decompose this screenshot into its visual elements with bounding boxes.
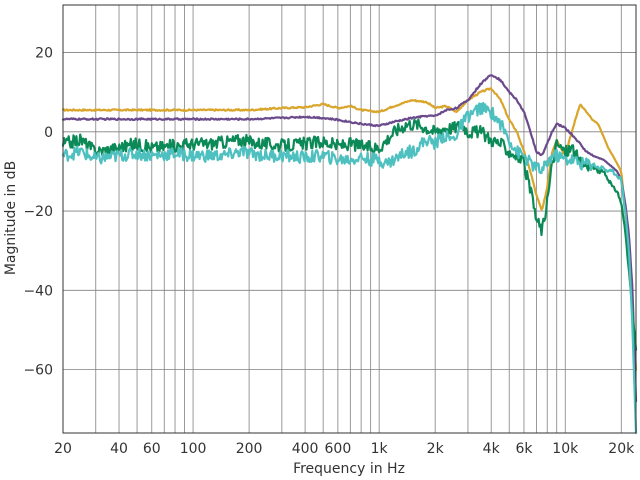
series-line-3 <box>61 118 638 351</box>
x-tick-label: 100 <box>180 441 207 457</box>
x-tick-label: 20k <box>608 441 635 457</box>
y-tick-label: −20 <box>23 204 53 220</box>
x-grid <box>62 5 622 433</box>
x-tick-label: 60 <box>143 441 161 457</box>
y-axis-title: Magnitude in dB <box>3 161 19 275</box>
x-tick-label: 600 <box>325 441 352 457</box>
x-tick-label: 20 <box>54 441 72 457</box>
x-tick-label: 200 <box>236 441 263 457</box>
y-tick-label: −40 <box>23 283 53 299</box>
plot-frame <box>62 4 637 434</box>
x-axis-title: Frequency in Hz <box>293 461 405 477</box>
series-line-2 <box>61 74 638 403</box>
y-tick-label: 20 <box>35 46 53 62</box>
y-grid <box>63 52 636 370</box>
x-tick-label: 40 <box>110 441 128 457</box>
x-tick-label: 2k <box>427 441 445 457</box>
series-line-1 <box>61 87 638 371</box>
y-tick-label: −60 <box>23 363 53 379</box>
x-tick-label: 1k <box>371 441 389 457</box>
y-tick-labels: 20 0 −20 −40 −60 <box>23 46 53 379</box>
x-tick-labels: 20 40 60 100 200 400 600 1k 2k 4k 6k 10k 20k <box>54 441 635 457</box>
x-tick-label: 10k <box>552 441 579 457</box>
y-tick-label: 0 <box>44 125 53 141</box>
x-tick-label: 4k <box>483 441 501 457</box>
x-tick-label: 6k <box>515 441 533 457</box>
series-line-4 <box>61 101 638 435</box>
series-layer <box>61 74 638 435</box>
x-tick-label: 400 <box>292 441 319 457</box>
